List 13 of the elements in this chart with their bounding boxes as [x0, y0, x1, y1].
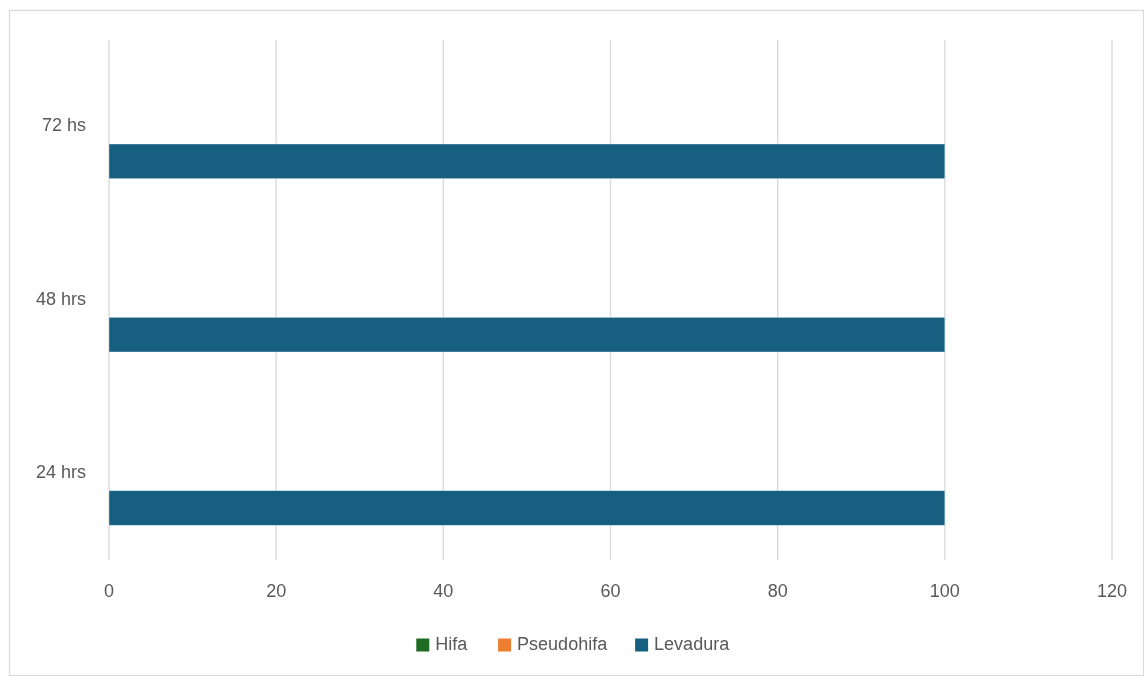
- legend-label: Hifa: [435, 633, 469, 654]
- x-tick-label: 60: [600, 580, 621, 601]
- x-tick-label: 40: [433, 580, 454, 601]
- legend-label: Levadura: [654, 633, 731, 654]
- x-tick-label: 100: [929, 580, 960, 601]
- x-tick-label: 20: [266, 580, 287, 601]
- x-tick-label: 80: [767, 580, 788, 601]
- legend-label: Pseudohifa: [517, 633, 609, 654]
- y-tick-label: 24 hrs: [35, 462, 86, 483]
- y-tick-label: 48 hrs: [35, 288, 86, 309]
- x-tick-label: 0: [103, 580, 115, 601]
- y-tick-label: 72 hs: [41, 115, 86, 136]
- x-tick-label: 120: [1096, 580, 1128, 601]
